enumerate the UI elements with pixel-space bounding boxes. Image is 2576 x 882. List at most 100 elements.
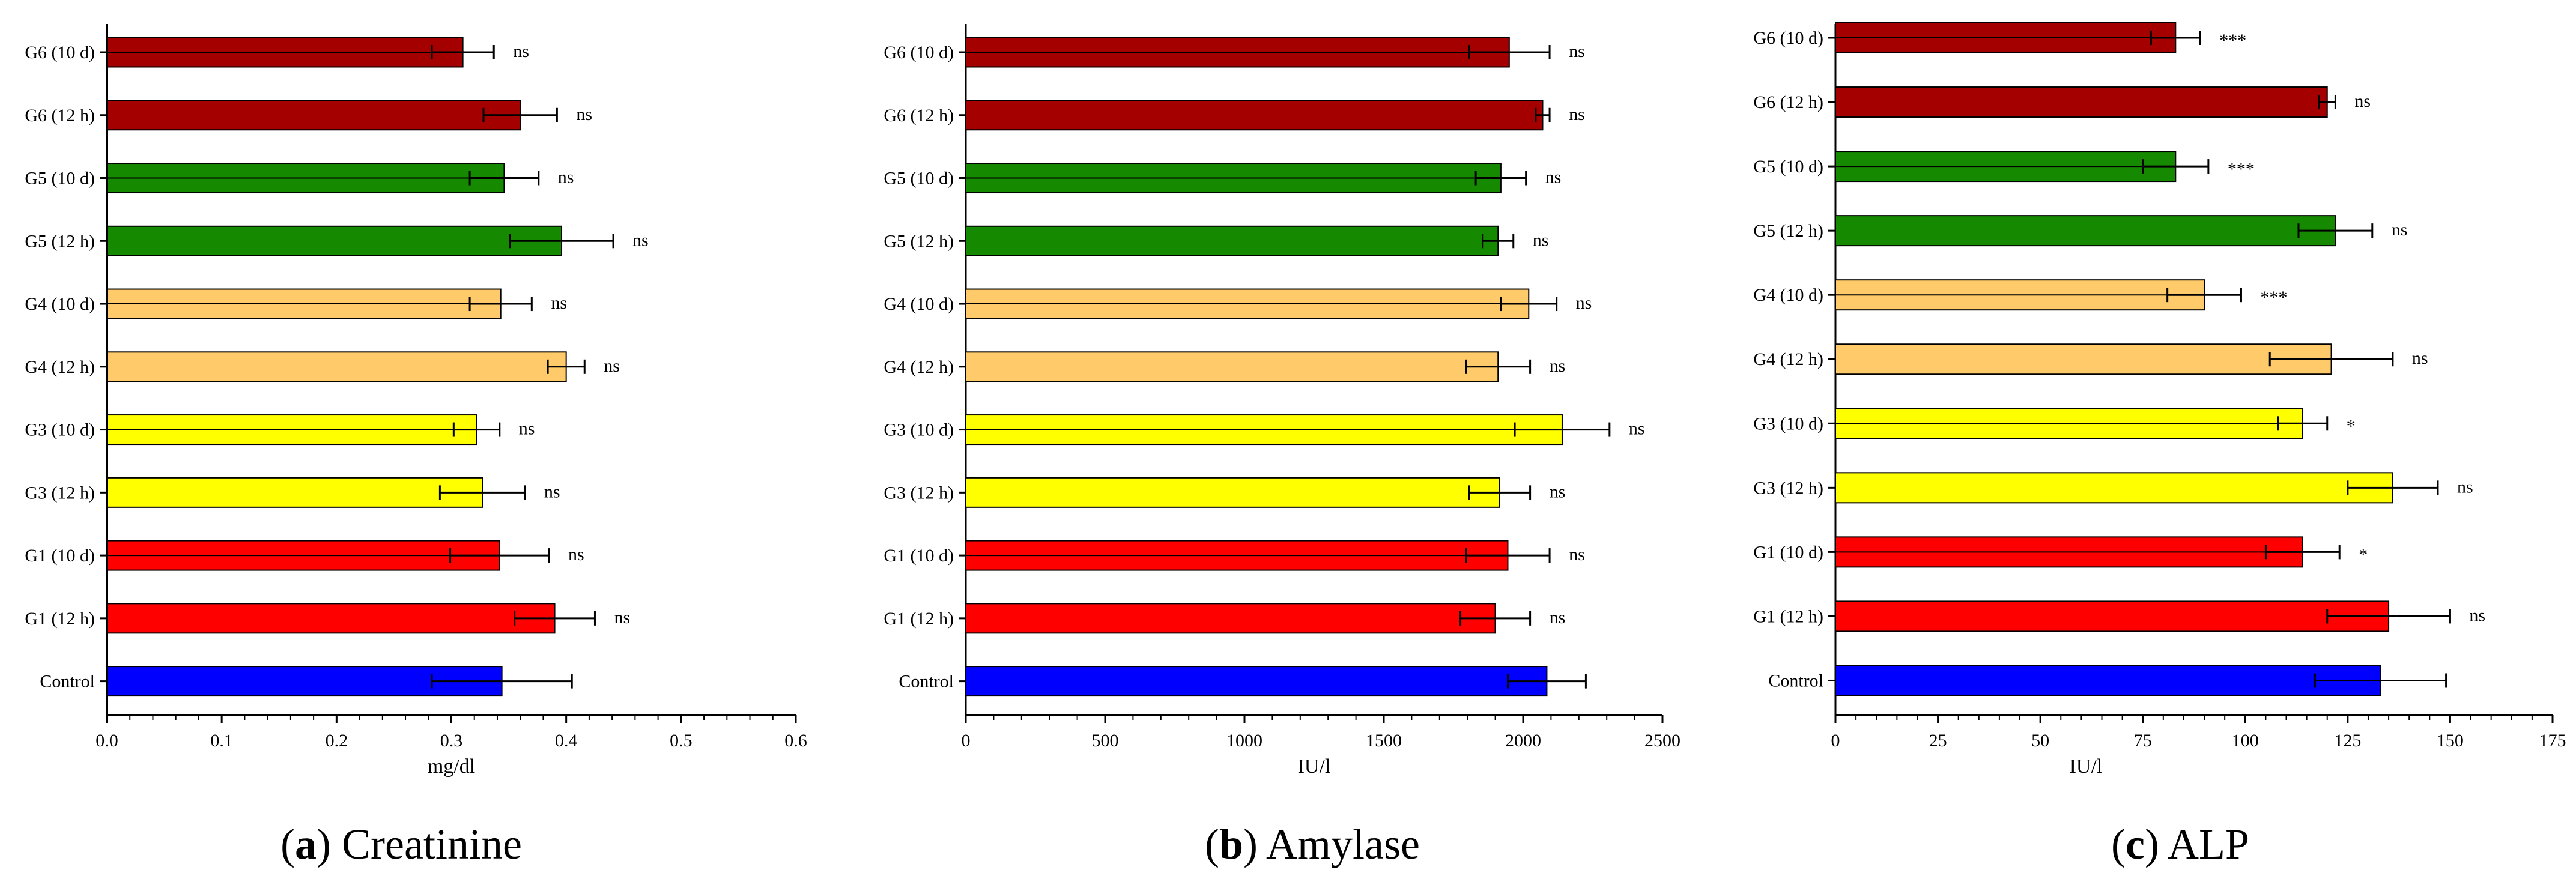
- x-tick-label: 0.5: [670, 731, 692, 751]
- caption-paren-open: (: [2111, 820, 2126, 868]
- caption-letter: a: [295, 820, 317, 868]
- panel-caption: (a) Creatinine: [280, 820, 522, 868]
- x-tick-label: 0: [1831, 731, 1840, 751]
- bar: [965, 225, 1499, 256]
- category-label: G1 (10 d): [883, 546, 954, 566]
- significance-label: ns: [2354, 91, 2371, 111]
- x-axis-label: mg/dl: [428, 755, 475, 778]
- category-label: G6 (12 h): [25, 106, 95, 125]
- x-tick-label: 0.4: [555, 731, 578, 751]
- significance-label: ns: [1569, 41, 1585, 61]
- category-label: Control: [899, 672, 954, 692]
- x-tick-label: 50: [2031, 731, 2049, 751]
- significance-label: ns: [1576, 293, 1592, 313]
- x-tick-label: 0.3: [440, 731, 463, 751]
- significance-label: ns: [1569, 104, 1585, 124]
- bar: [106, 477, 483, 508]
- x-tick-label: 0.6: [784, 731, 807, 751]
- bar: [965, 477, 1500, 508]
- significance-label: ns: [604, 356, 620, 376]
- category-label: G5 (10 d): [1753, 157, 1823, 177]
- bar: [1835, 215, 2336, 247]
- x-tick-label: 25: [1929, 731, 1947, 751]
- bar: [965, 603, 1496, 634]
- category-label: G1 (10 d): [25, 546, 95, 566]
- category-label: G4 (12 h): [1753, 349, 1823, 369]
- x-tick-label: 0.2: [326, 731, 348, 751]
- caption-text: Creatinine: [342, 820, 522, 868]
- category-label: G1 (10 d): [1753, 542, 1823, 562]
- bar: [1835, 343, 2332, 375]
- x-tick-label: 150: [2437, 731, 2464, 751]
- caption-paren-open: (: [280, 820, 295, 868]
- bar: [1835, 600, 2390, 632]
- x-tick-label: 1000: [1226, 731, 1262, 751]
- category-label: G4 (12 h): [25, 357, 95, 377]
- chart-panel-a: 0.0 0.1 0.2 0.3 0.4 0.5 0.6 mg/dl G6 (10 d) ns G6 …: [25, 24, 807, 868]
- panel-caption: (b) Amylase: [1205, 820, 1420, 868]
- significance-label: ns: [1545, 168, 1562, 187]
- significance-label: ns: [2469, 605, 2485, 625]
- category-label: G3 (10 d): [883, 420, 954, 440]
- x-axis-label: IU/l: [1298, 755, 1331, 778]
- caption-paren-close: ): [1243, 820, 1266, 868]
- significance-label: ns: [544, 482, 560, 501]
- x-tick-label: 125: [2334, 731, 2361, 751]
- x-tick-label: 2500: [1644, 731, 1680, 751]
- chart-panel-b: 0 500 1000 1500 2000 2500 IU/l G6 (10 d) ns G6 (1…: [883, 24, 1680, 868]
- category-label: G1 (12 h): [883, 609, 954, 629]
- category-label: G6 (10 d): [25, 43, 95, 62]
- x-tick-label: 175: [2539, 731, 2566, 751]
- significance-label: ns: [1550, 608, 1566, 627]
- panel-caption: (c) ALP: [2111, 820, 2249, 868]
- category-label: G4 (10 d): [1753, 285, 1823, 305]
- bar: [965, 666, 1548, 697]
- category-label: G1 (12 h): [25, 609, 95, 629]
- significance-label: ***: [2260, 288, 2287, 307]
- caption-letter: b: [1219, 820, 1243, 868]
- significance-label: ns: [576, 104, 592, 124]
- significance-label: ns: [2457, 477, 2473, 497]
- significance-label: ns: [1550, 482, 1566, 501]
- category-label: G4 (10 d): [25, 294, 95, 314]
- caption-paren-close: ): [317, 820, 342, 868]
- category-label: G6 (12 h): [883, 106, 954, 125]
- category-label: G6 (10 d): [883, 43, 954, 62]
- caption-letter: c: [2126, 820, 2145, 868]
- significance-label: ns: [2412, 348, 2428, 368]
- bar: [106, 351, 567, 382]
- category-label: G1 (12 h): [1753, 606, 1823, 626]
- significance-label: ns: [632, 230, 649, 250]
- caption-text: Amylase: [1266, 820, 1420, 868]
- bar: [1835, 665, 2381, 696]
- significance-label: ns: [1569, 545, 1585, 564]
- significance-label: ns: [558, 168, 574, 187]
- category-label: G3 (12 h): [1753, 478, 1823, 498]
- significance-label: *: [2347, 416, 2356, 436]
- caption-paren-open: (: [1205, 820, 1219, 868]
- significance-label: ns: [2392, 220, 2408, 240]
- category-label: G5 (10 d): [883, 169, 954, 189]
- significance-label: ns: [1550, 356, 1566, 376]
- caption-paren-close: ): [2145, 820, 2168, 868]
- category-label: G3 (10 d): [1753, 414, 1823, 433]
- bar: [106, 603, 556, 634]
- significance-label: ns: [614, 608, 630, 627]
- bar: [965, 100, 1544, 131]
- x-tick-label: 75: [2134, 731, 2152, 751]
- category-label: G5 (12 h): [25, 231, 95, 251]
- significance-label: *: [2359, 545, 2368, 564]
- bar: [1835, 472, 2393, 504]
- category-label: G6 (10 d): [1753, 28, 1823, 48]
- caption-text: ALP: [2168, 820, 2249, 868]
- x-axis-label: IU/l: [2070, 755, 2103, 778]
- category-label: G4 (12 h): [883, 357, 954, 377]
- x-tick-label: 0.0: [95, 731, 118, 751]
- bar: [106, 100, 521, 131]
- x-tick-label: 500: [1092, 731, 1119, 751]
- category-label: G3 (12 h): [25, 483, 95, 503]
- category-label: G3 (10 d): [25, 420, 95, 440]
- bar: [965, 351, 1499, 382]
- significance-label: ns: [1629, 419, 1645, 439]
